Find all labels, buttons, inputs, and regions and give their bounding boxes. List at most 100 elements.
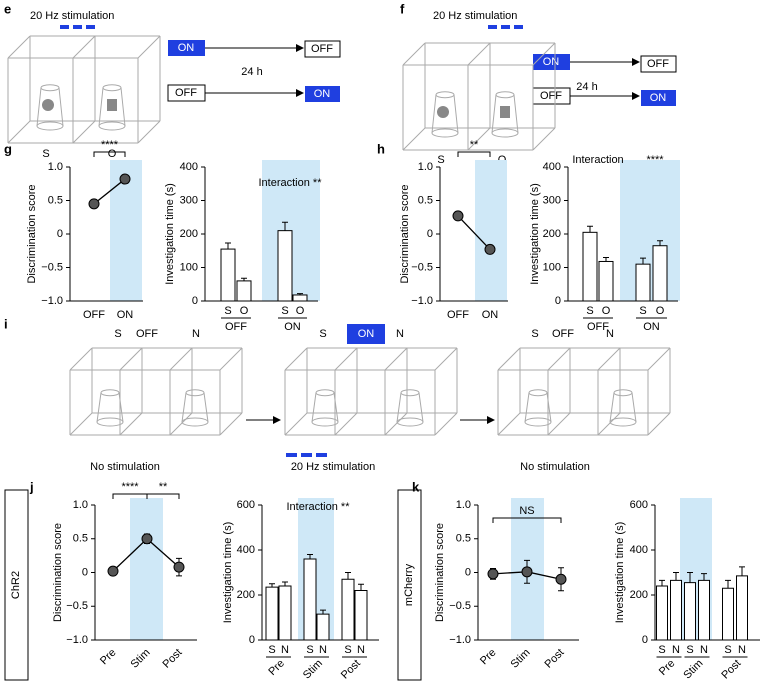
y-axis-label: Investigation time (s): [529, 183, 541, 284]
cage: [402, 42, 426, 66]
caption: No stimulation: [90, 461, 160, 473]
y-tick-label: 100: [180, 261, 198, 273]
cup: [96, 392, 124, 423]
x-tick-label: Post: [543, 647, 567, 671]
bar: [236, 280, 252, 302]
x-tick-label: OFF: [83, 309, 105, 321]
annotation: Interaction **: [287, 501, 351, 513]
group-label: Pre: [657, 657, 678, 678]
stim-dashes: [488, 25, 523, 29]
x-tick-label: Stim: [129, 647, 153, 671]
y-axis-label: Investigation time (s): [222, 522, 234, 623]
mean-line: [457, 215, 491, 250]
chamber-label: N: [396, 328, 404, 340]
chamber-label: ON: [358, 328, 375, 340]
y-tick-label: 300: [180, 194, 198, 206]
group-label: ON: [643, 321, 660, 333]
x-tick-label: S: [268, 644, 275, 656]
x-tick-label: S: [658, 644, 665, 656]
cage: [597, 347, 621, 371]
cage: [7, 120, 31, 144]
cage: [119, 347, 143, 371]
cage: [434, 347, 458, 371]
y-axis-label: Discrimination score: [434, 523, 446, 622]
y-tick-label: −1.0: [66, 634, 88, 646]
bar: [354, 590, 368, 641]
cup: [185, 389, 205, 397]
x-tick-label: Stim: [509, 647, 533, 671]
group-label: Stim: [681, 657, 705, 681]
y-tick-label: 400: [180, 161, 198, 173]
cage: [137, 35, 161, 59]
bar: [278, 585, 292, 641]
cage: [119, 412, 143, 436]
group-label: Stim: [301, 657, 325, 681]
x-tick-label: N: [281, 644, 289, 656]
chamber-label: O: [108, 148, 117, 160]
y-tick-label: −0.5: [411, 261, 433, 273]
y-tick-label: −1.0: [411, 295, 433, 307]
y-tick-label: 0: [465, 566, 471, 578]
mean-line: [93, 178, 126, 205]
cage: [647, 412, 671, 436]
object: [500, 106, 510, 118]
panel-letter: k: [412, 479, 420, 494]
bar: [220, 248, 236, 302]
error-bar: [282, 581, 288, 586]
y-tick-label: 200: [630, 589, 648, 601]
error-bar: [640, 257, 646, 265]
mean-point: [88, 198, 100, 210]
cup: [102, 84, 122, 92]
object: [107, 99, 117, 111]
cup: [98, 87, 126, 127]
y-tick-label: 0: [82, 566, 88, 578]
x-tick-label: S: [686, 644, 693, 656]
mean-point: [173, 561, 185, 573]
off-box: [304, 40, 341, 58]
error-bar: [603, 256, 609, 262]
x-tick-label: OFF: [447, 309, 469, 321]
error-bar: [320, 609, 326, 615]
off-box: [640, 55, 677, 73]
group-label: Post: [719, 657, 743, 681]
y-axis-label: Investigation time (s): [164, 183, 176, 284]
state-label: OFF: [175, 87, 197, 99]
y-tick-label: 1.0: [48, 161, 63, 173]
on-box: [347, 324, 385, 344]
cup: [36, 121, 64, 131]
y-tick-label: 0.5: [418, 194, 433, 206]
mouse: [437, 106, 449, 118]
x-tick-label: S: [344, 644, 351, 656]
y-tick-label: 600: [630, 499, 648, 511]
bar: [698, 579, 710, 641]
x-tick-label: N: [357, 644, 365, 656]
group-box: [397, 489, 422, 681]
caption: 20 Hz stimulation: [291, 461, 375, 473]
cup: [181, 392, 209, 423]
y-tick-label: 100: [543, 261, 561, 273]
x-tick-label: S: [586, 305, 593, 317]
mean-point: [487, 568, 499, 580]
bar: [265, 586, 279, 641]
cup: [528, 389, 548, 397]
cage: [334, 347, 358, 371]
chamber-label: S: [437, 154, 444, 166]
cage: [169, 412, 193, 436]
bar: [736, 575, 748, 641]
sig-bracket: [93, 151, 126, 157]
bar: [277, 230, 293, 302]
cage: [69, 412, 93, 436]
cup: [98, 121, 126, 131]
error-bar: [701, 573, 707, 581]
cup: [311, 392, 339, 423]
annotation: Interaction: [572, 154, 623, 166]
cage: [497, 412, 521, 436]
error-bar: [587, 225, 593, 233]
y-axis-label: Investigation time (s): [614, 522, 626, 623]
cup: [609, 417, 637, 427]
cage: [284, 347, 308, 371]
x-tick-label: S: [724, 644, 731, 656]
x-tick-label: S: [639, 305, 646, 317]
group-label: ChR2: [10, 571, 22, 599]
chamber-label: S: [114, 328, 121, 340]
